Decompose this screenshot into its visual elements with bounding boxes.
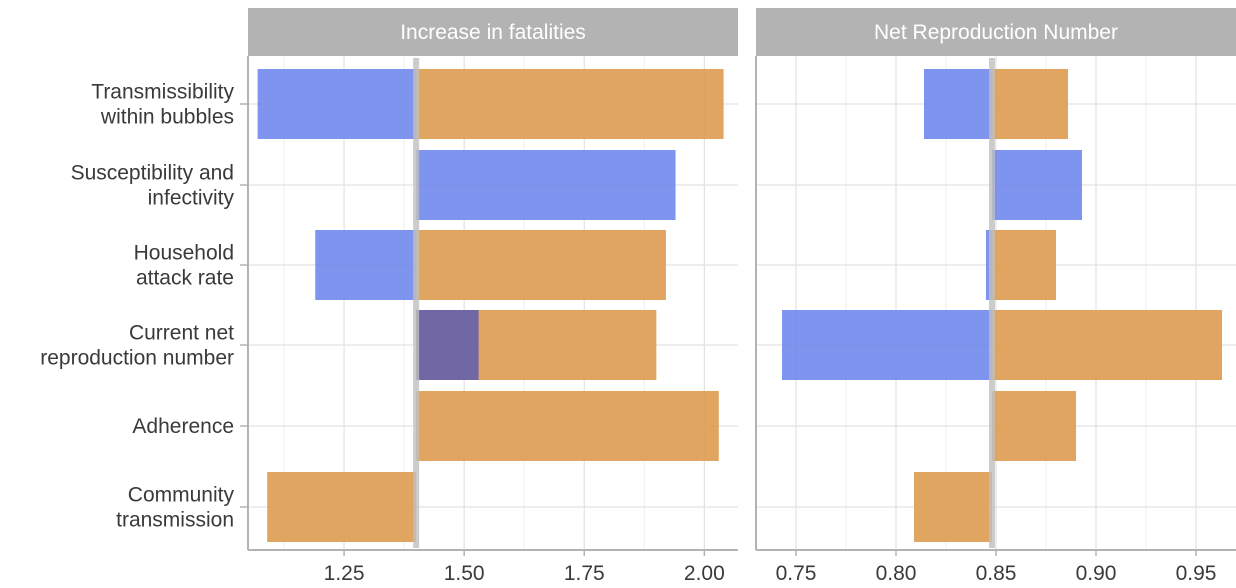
bar-lower [782,310,992,380]
x-tick-label: 0.75 [776,562,817,585]
bar-higher [416,391,719,461]
x-tick-label: 0.85 [976,562,1017,585]
x-tick-label: 0.95 [1176,562,1217,585]
category-label: attack rate [136,267,234,290]
bar-higher [914,472,992,542]
category-label: Adherence [132,415,234,438]
category-label: Current net [129,322,234,345]
x-tick-label: 2.00 [684,562,725,585]
category-label: Community [128,484,235,507]
panel-title: Net Reproduction Number [874,21,1118,44]
bar-lower [416,310,479,380]
bar-higher [992,310,1222,380]
category-label: Household [134,242,234,265]
bar-higher [992,391,1076,461]
category-label: infectivity [148,187,235,210]
category-label: reproduction number [40,347,234,370]
bar-higher [416,69,724,139]
bar-higher [992,230,1056,300]
category-label: Transmissibility [91,81,234,104]
bar-lower [416,150,676,220]
x-tick-label: 1.50 [444,562,485,585]
x-tick-label: 0.80 [876,562,917,585]
category-label: Susceptibility and [71,162,234,185]
bar-higher [992,69,1068,139]
panel-title: Increase in fatalities [400,21,586,44]
category-label: transmission [116,509,234,532]
bar-lower [315,230,417,300]
x-tick-label: 1.75 [564,562,605,585]
bar-higher [267,472,417,542]
panel-strip [756,8,1236,56]
x-tick-label: 0.90 [1076,562,1117,585]
bar-lower [992,150,1082,220]
bar-lower [924,69,992,139]
bar-higher [416,230,666,300]
x-tick-label: 1.25 [324,562,365,585]
panel-strip [248,8,738,56]
category-label: within bubbles [100,106,234,129]
bar-lower [257,69,417,139]
